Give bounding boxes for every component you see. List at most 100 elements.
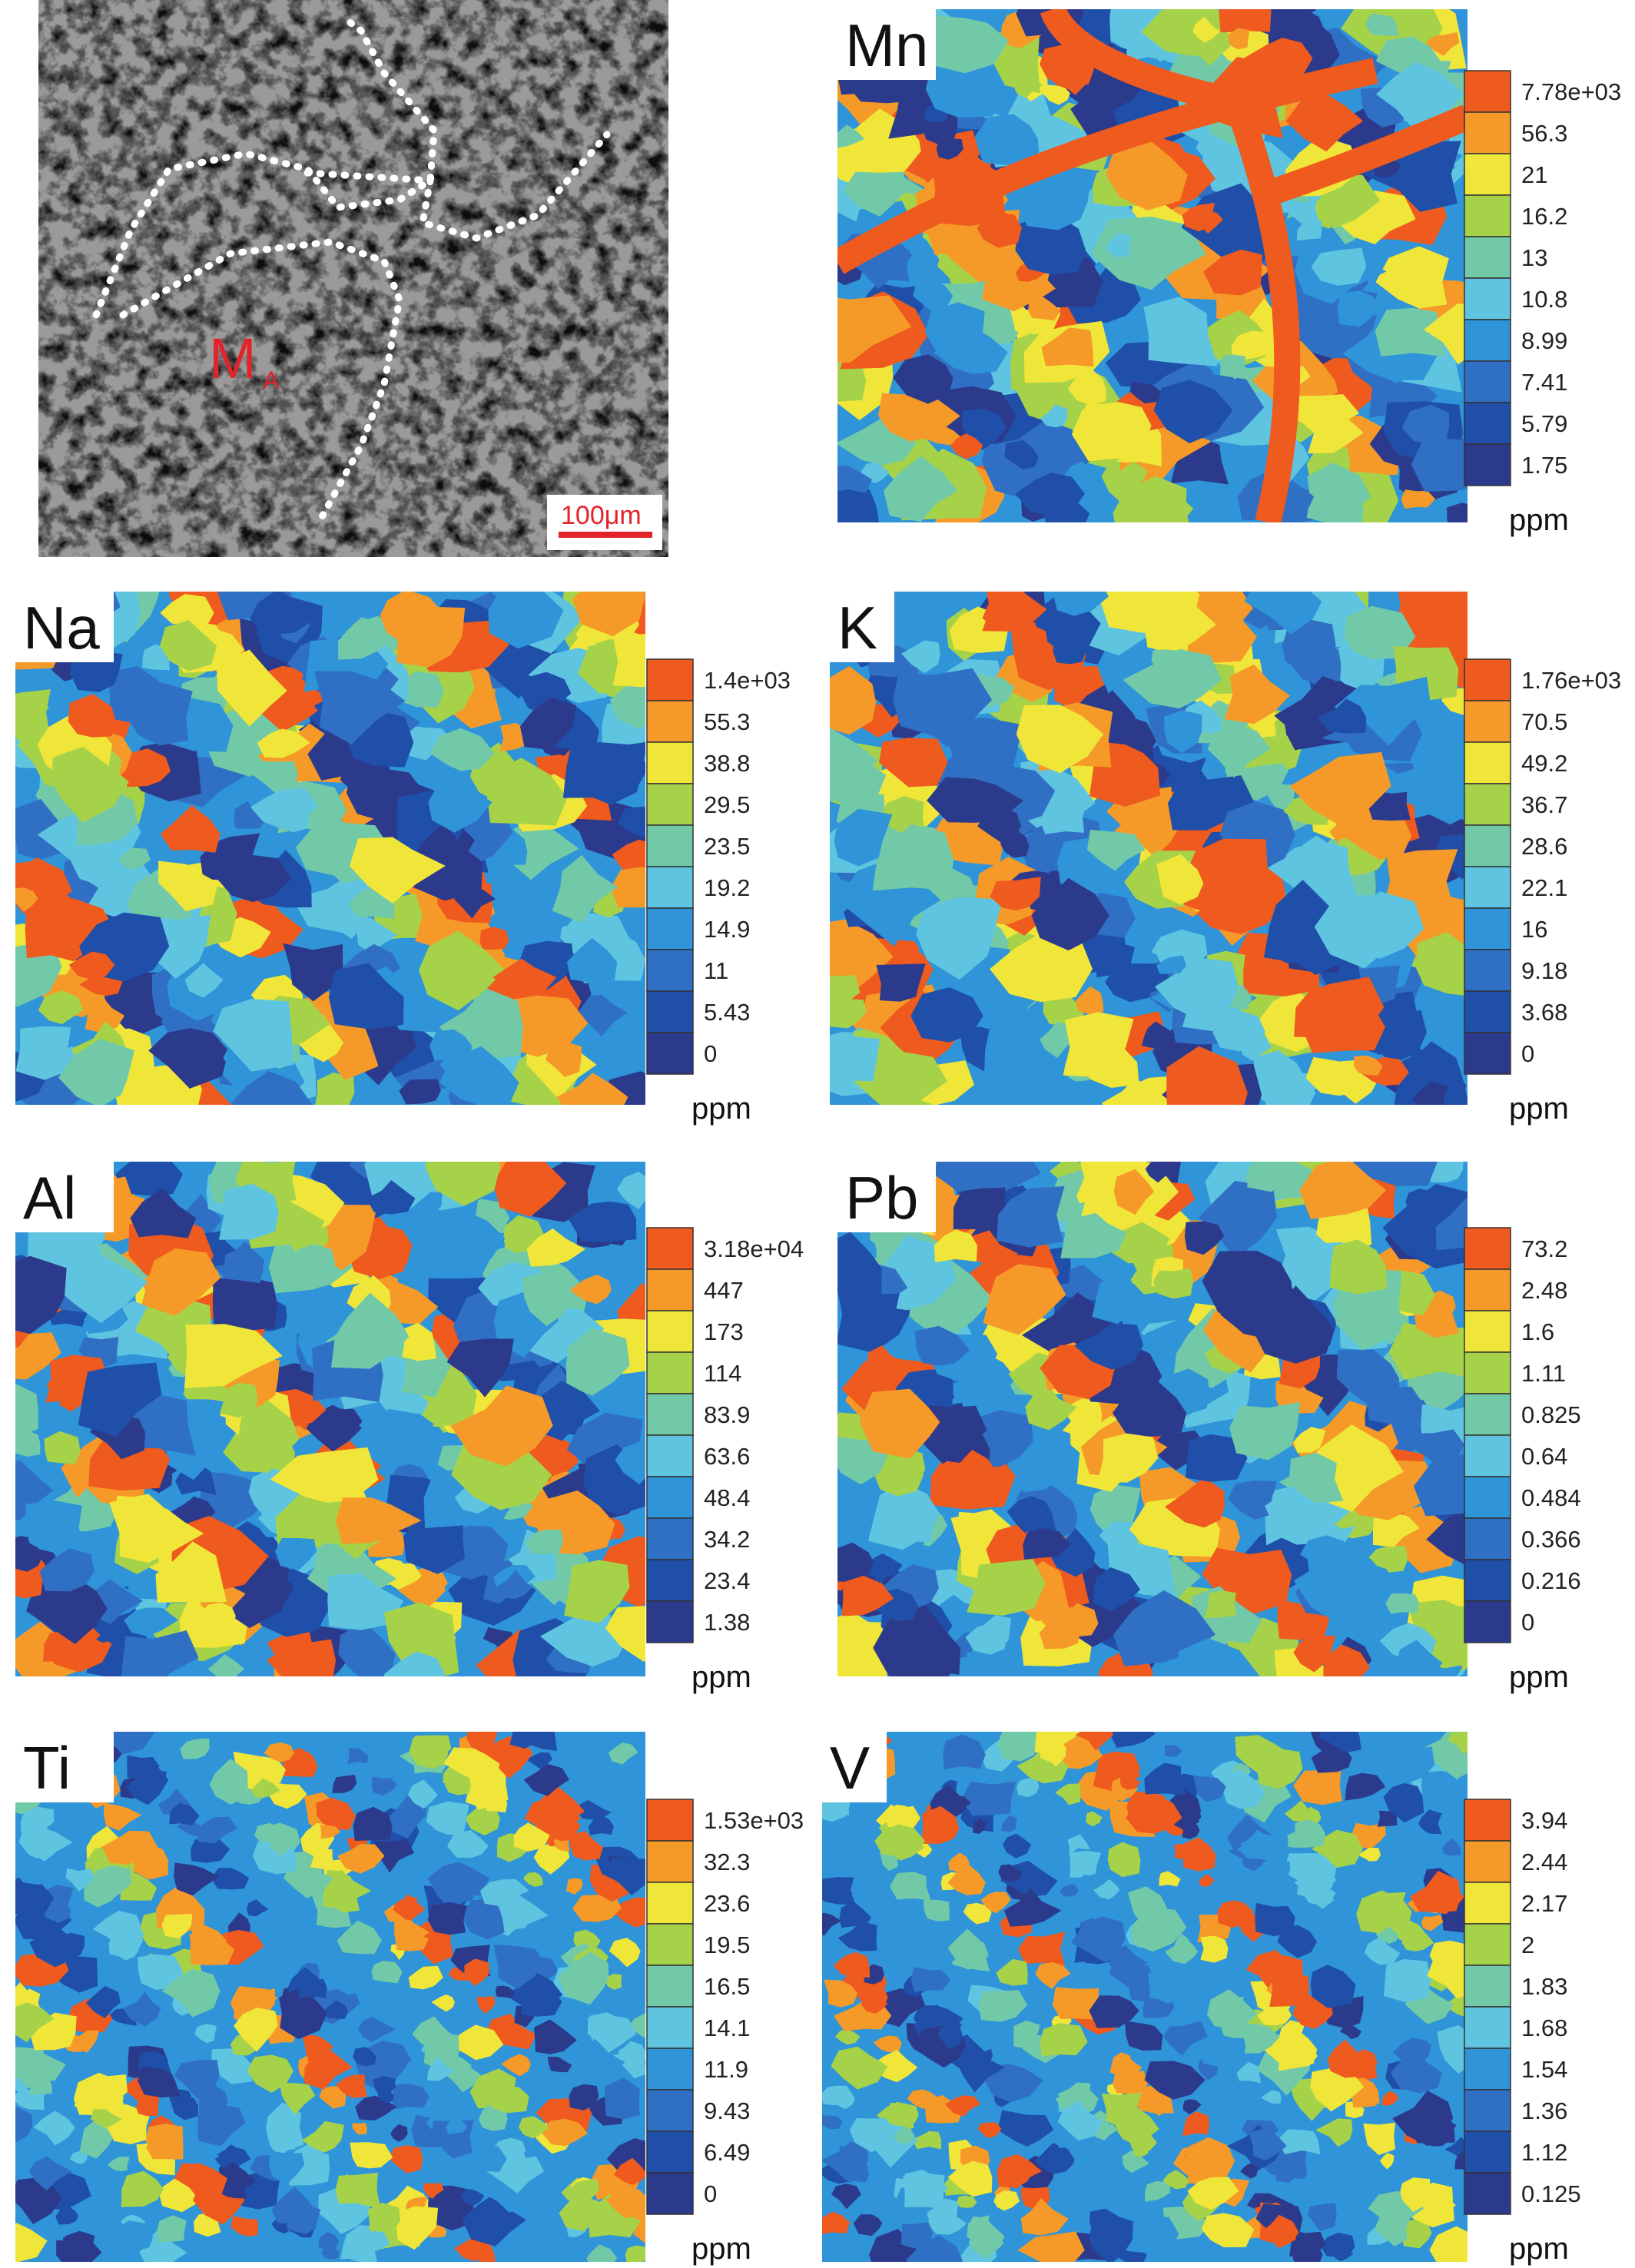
heatmap-cell bbox=[285, 1756, 318, 1777]
legend-swatch bbox=[1464, 1476, 1511, 1519]
heatmap-cell bbox=[977, 212, 1022, 248]
legend-tick-label: 21 bbox=[1521, 161, 1547, 188]
heatmap-cell bbox=[948, 1450, 997, 1490]
heatmap-cell bbox=[321, 2000, 349, 2019]
heatmap-cell bbox=[1153, 1268, 1193, 1299]
legend-swatch bbox=[1464, 1517, 1511, 1560]
legend-swatch bbox=[1464, 907, 1511, 950]
heatmap-cell bbox=[446, 1830, 489, 1858]
heatmap-cell bbox=[569, 1274, 612, 1305]
heatmap-cell bbox=[522, 1272, 569, 1327]
heatmap-cell bbox=[884, 456, 958, 522]
legend-tick-label: 1.68 bbox=[1521, 2014, 1567, 2041]
heatmap-cell bbox=[1039, 2249, 1063, 2262]
heatmap-cell bbox=[1441, 1838, 1461, 1856]
heatmap-cell bbox=[1071, 1918, 1125, 1962]
heatmap-cell bbox=[1220, 2014, 1246, 2038]
heatmap-cell bbox=[137, 1954, 184, 1990]
heatmap-cell bbox=[1310, 2067, 1365, 2112]
heatmap-cell bbox=[246, 1756, 286, 1787]
heatmap-cell bbox=[1212, 1010, 1265, 1052]
heatmap-cell bbox=[1145, 1162, 1175, 1183]
heatmap-cell bbox=[462, 2193, 526, 2246]
legend-swatch bbox=[646, 741, 694, 784]
heatmap-cell bbox=[1114, 797, 1177, 857]
heatmap-cell bbox=[1351, 2087, 1380, 2108]
heatmap-cell bbox=[399, 1079, 441, 1105]
heatmap-cell bbox=[1235, 1735, 1293, 1774]
heatmap-cell bbox=[122, 1991, 161, 2027]
heatmap-cell bbox=[1064, 461, 1101, 490]
heatmap-cell bbox=[1308, 2203, 1337, 2232]
heatmap-cell bbox=[1164, 1745, 1182, 1757]
map-title: Na bbox=[23, 594, 100, 662]
heatmap-cell bbox=[209, 1759, 248, 1805]
heatmap-cell bbox=[118, 847, 151, 870]
heatmap-cell bbox=[1367, 1386, 1424, 1424]
heatmap-cell bbox=[1122, 2150, 1149, 2174]
heatmap-cell bbox=[230, 1070, 312, 1105]
heatmap-cell bbox=[1004, 439, 1039, 470]
heatmap-cell bbox=[495, 1985, 514, 1999]
heatmap-cell bbox=[1182, 1837, 1216, 1872]
heatmap-cell bbox=[15, 2223, 48, 2262]
heatmap-cell bbox=[1013, 75, 1043, 99]
heatmap-cell bbox=[572, 1894, 622, 1922]
heatmap-cell bbox=[247, 2054, 294, 2093]
heatmap-cell bbox=[1318, 1732, 1361, 1753]
heatmap-cell bbox=[301, 2120, 344, 2153]
heatmap-cell bbox=[879, 738, 948, 788]
legend-swatch bbox=[646, 783, 694, 826]
legend-swatch bbox=[1464, 402, 1511, 445]
heatmap-cell bbox=[972, 1818, 986, 1834]
heatmap-cell bbox=[1420, 2109, 1455, 2144]
legend-tick-label: 38.8 bbox=[704, 750, 750, 777]
heatmap-cell bbox=[1063, 267, 1141, 323]
heatmap-cell bbox=[1257, 2006, 1292, 2026]
heatmap-cell bbox=[155, 1541, 227, 1603]
heatmap-cell bbox=[519, 697, 577, 750]
map-panel-ti: Ti 1.53e+03 32.3 23.6 19.5 16.5 14.1 11.9 9.43 6.… bbox=[15, 1732, 804, 2266]
legend-tick-label: 32.3 bbox=[704, 1849, 750, 1875]
heatmap-cell bbox=[1053, 638, 1086, 665]
heatmap-cell bbox=[479, 927, 509, 950]
heatmap-cell bbox=[1406, 2041, 1431, 2060]
heatmap-cell bbox=[1178, 1638, 1259, 1676]
heatmap-cell bbox=[945, 1938, 989, 1970]
heatmap-cell bbox=[235, 1400, 300, 1474]
heatmap-cell bbox=[1334, 676, 1431, 746]
heatmap-cell bbox=[446, 2061, 481, 2093]
heatmap-cell bbox=[967, 1559, 1046, 1616]
heatmap-cell bbox=[15, 1460, 54, 1520]
heatmap-cell bbox=[1291, 642, 1341, 686]
heatmap-cell bbox=[268, 2150, 305, 2184]
heatmap-cell bbox=[1314, 894, 1411, 969]
heatmap-area bbox=[15, 1732, 645, 2262]
heatmap-cell bbox=[961, 1781, 1016, 1816]
heatmap-cell bbox=[911, 2130, 942, 2150]
heatmap-cell bbox=[15, 1875, 55, 1918]
legend-swatch bbox=[646, 990, 694, 1033]
heatmap-cell bbox=[397, 1573, 446, 1610]
heatmap-cell bbox=[1389, 383, 1419, 402]
heatmap-cell bbox=[1363, 2122, 1395, 2156]
heatmap-cell bbox=[1136, 162, 1180, 201]
heatmap-cell bbox=[136, 2093, 160, 2117]
heatmap-cell bbox=[1220, 1997, 1244, 2014]
heatmap-cell bbox=[562, 742, 645, 798]
heatmap-cell bbox=[888, 2103, 919, 2124]
heatmap-cell bbox=[174, 2163, 227, 2203]
heatmap-cell bbox=[1411, 1081, 1448, 1105]
legend-swatch bbox=[1464, 1393, 1511, 1436]
heatmap-cell bbox=[466, 2240, 496, 2262]
legend-tick-label: 23.4 bbox=[704, 1567, 750, 1594]
region-boundaries bbox=[92, 15, 611, 526]
heatmap-cell bbox=[1186, 1434, 1248, 1482]
legend-tick-label: 1.54 bbox=[1521, 2056, 1567, 2083]
heatmap-cell bbox=[1443, 1991, 1468, 2018]
heatmap-cell bbox=[526, 1228, 585, 1267]
heatmap-cell bbox=[353, 2047, 376, 2067]
heatmap-cell bbox=[15, 1429, 41, 1457]
heatmap-cell bbox=[123, 1844, 168, 1880]
map-panel-mn: Mn 7.78e+03 56.3 21 16.2 13 10.8 8.99 7.41 5.79 1.… bbox=[837, 9, 1621, 537]
